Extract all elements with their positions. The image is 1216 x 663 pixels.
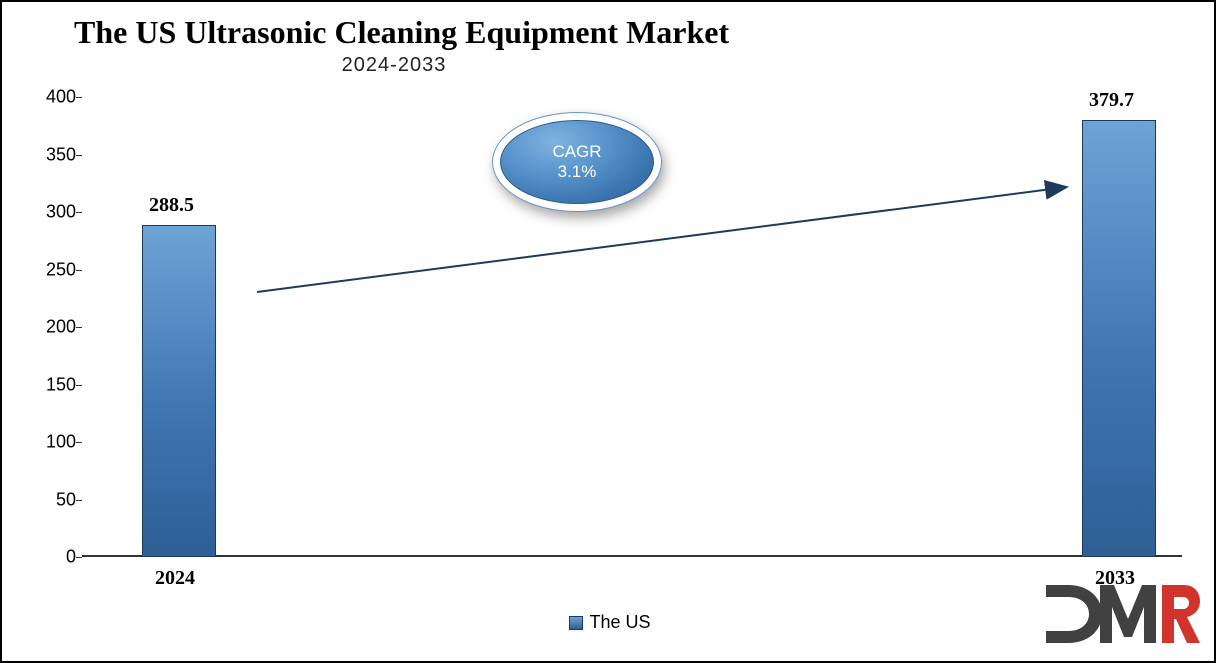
bar-value-label: 288.5 [149,194,194,217]
y-tick-mark [76,212,82,213]
y-tick-label: 150 [32,374,76,395]
bar-value-label: 379.7 [1089,89,1134,112]
x-category-label: 2024 [155,567,195,590]
y-tick-label: 400 [32,87,76,108]
cagr-badge: CAGR 3.1% [492,112,662,212]
bar [142,225,216,557]
y-tick-mark [76,270,82,271]
x-axis [82,555,1182,557]
y-tick-mark [76,97,82,98]
cagr-label: CAGR [552,142,601,162]
legend-label: The US [589,612,650,632]
y-tick-label: 50 [32,489,76,510]
cagr-badge-inner: CAGR 3.1% [500,120,654,204]
y-tick-label: 300 [32,202,76,223]
y-tick-mark [76,500,82,501]
chart-frame: The US Ultrasonic Cleaning Equipment Mar… [0,0,1216,663]
y-tick-mark [76,155,82,156]
y-tick-label: 200 [32,317,76,338]
chart-title: The US Ultrasonic Cleaning Equipment Mar… [74,14,729,51]
cagr-value: 3.1% [558,162,597,182]
bar [1082,120,1156,557]
y-tick-mark [76,442,82,443]
y-tick-label: 350 [32,144,76,165]
y-tick-label: 100 [32,432,76,453]
legend-swatch [569,616,583,630]
dmr-logo [1040,579,1200,649]
y-tick-label: 0 [32,547,76,568]
y-tick-mark [76,327,82,328]
legend: The US [2,612,1216,633]
y-tick-mark [76,385,82,386]
chart-subtitle: 2024-2033 [74,54,714,77]
y-tick-mark [76,557,82,558]
y-tick-label: 250 [32,259,76,280]
